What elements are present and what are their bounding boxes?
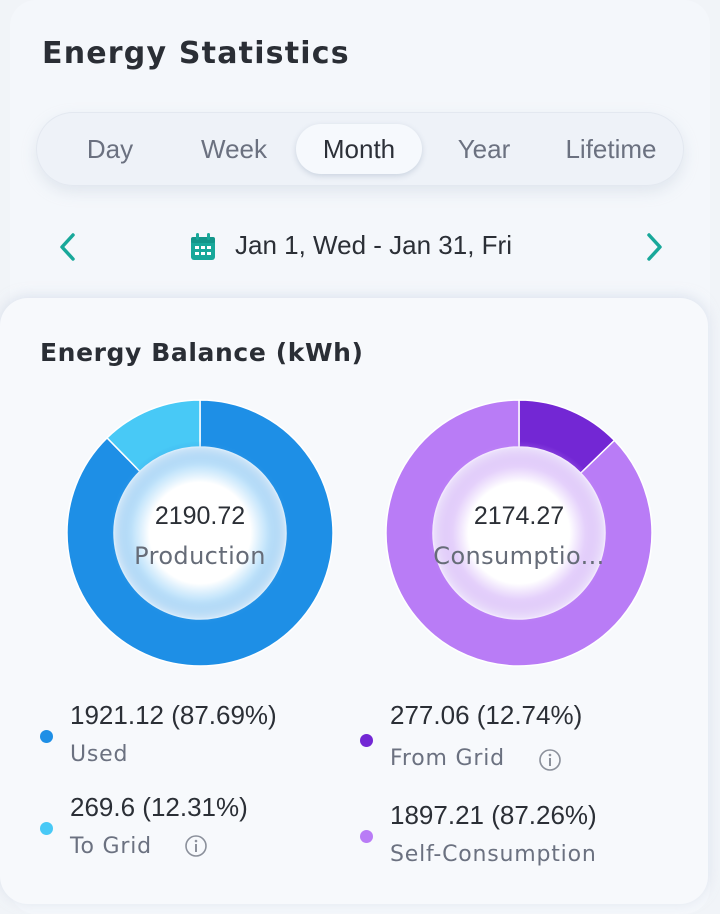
production-donut-hole: [108, 441, 292, 625]
info-icon[interactable]: [184, 834, 208, 858]
legend-value-to-grid: 269.6 (12.31%): [70, 792, 248, 822]
consumption-label: Consumptio...: [433, 542, 605, 570]
consumption-donut-hole: [427, 441, 611, 625]
chevron-right-icon[interactable]: [640, 230, 668, 264]
production-donut[interactable]: 2190.72 Production: [65, 398, 335, 668]
tab-week[interactable]: Week: [201, 134, 267, 164]
production-donut-chart: [66, 399, 334, 667]
date-range-selector: Jan 1, Wed - Jan 31, Fri: [0, 218, 720, 274]
legend-dot-from-grid: [360, 734, 373, 747]
legend-value-self-consumption: 1897.21 (87.26%): [390, 800, 597, 830]
legend-dot-to-grid: [40, 822, 53, 835]
date-range-label[interactable]: Jan 1, Wed - Jan 31, Fri: [235, 230, 512, 260]
consumption-donut-chart: [385, 399, 653, 667]
legend-dot-used: [40, 730, 53, 743]
legend-label-used: Used: [70, 742, 129, 767]
legend-dot-self-consumption: [360, 830, 373, 843]
period-tabs: Day Week Month Year Lifetime: [36, 112, 684, 186]
legend-label-self-consumption: Self-Consumption: [390, 842, 597, 867]
calendar-icon[interactable]: [189, 232, 217, 262]
consumption-total: 2174.27: [473, 502, 565, 530]
legend-value-from-grid: 277.06 (12.74%): [390, 700, 583, 730]
tab-month[interactable]: Month: [296, 124, 422, 174]
production-total: 2190.72: [154, 502, 246, 530]
energy-balance-title: Energy Balance (kWh): [40, 338, 364, 367]
chevron-left-icon[interactable]: [54, 230, 82, 264]
production-label: Production: [134, 542, 266, 570]
energy-balance-card: Energy Balance (kWh) 2190.72 Production: [0, 298, 708, 904]
tab-year[interactable]: Year: [457, 134, 511, 164]
tab-lifetime[interactable]: Lifetime: [565, 134, 657, 164]
consumption-donut[interactable]: 2174.27 Consumptio...: [384, 398, 654, 668]
page-title: Energy Statistics: [42, 36, 350, 71]
legend-label-to-grid: To Grid: [70, 834, 152, 859]
tab-day[interactable]: Day: [86, 134, 134, 164]
info-icon[interactable]: [538, 748, 562, 772]
legend-value-used: 1921.12 (87.69%): [70, 700, 277, 730]
legend-label-from-grid: From Grid: [390, 746, 505, 771]
